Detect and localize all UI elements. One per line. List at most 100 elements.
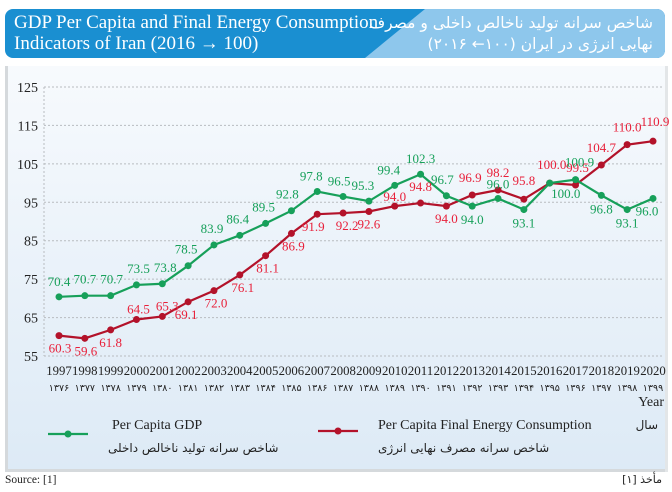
gdp-point — [468, 202, 476, 210]
x-tick-label-fa: ۱۳۹۸ — [617, 383, 637, 394]
energy-point — [313, 210, 321, 218]
x-tick-label: 2005 — [253, 364, 279, 378]
x-tick-label: 1997 — [46, 364, 72, 378]
gdp-point — [81, 292, 89, 300]
energy-data-label: 104.7 — [587, 140, 617, 155]
gdp-line — [58, 172, 654, 298]
gdp-data-label: 100.9 — [565, 155, 594, 170]
x-tick-label-fa: ۱۳۹۷ — [591, 383, 611, 394]
legend-gdp-marker — [64, 430, 72, 438]
energy-data-label: 61.8 — [99, 335, 122, 350]
energy-data-label: 94.8 — [409, 179, 432, 194]
gdp-data-label: 96.0 — [636, 203, 659, 218]
energy-data-label: 110.0 — [613, 120, 642, 135]
x-tick-label-fa: ۱۳۹۳ — [488, 383, 508, 394]
energy-data-label: 94.0 — [383, 189, 406, 204]
x-tick-label-fa: ۱۳۸۳ — [230, 383, 250, 394]
gdp-data-label: 70.7 — [100, 272, 123, 287]
x-tick-label: 2012 — [434, 364, 460, 378]
gdp-point — [546, 179, 554, 187]
gdp-data-label: 73.5 — [127, 261, 150, 276]
x-tick-label: 2001 — [150, 364, 176, 378]
energy-point — [107, 326, 115, 334]
gdp-point — [132, 281, 140, 289]
energy-data-label: 91.9 — [302, 219, 325, 234]
energy-point — [158, 312, 166, 320]
energy-data-label: 96.9 — [459, 170, 482, 185]
gdp-data-label: 93.1 — [616, 216, 639, 231]
energy-data-label: 94.0 — [435, 211, 458, 226]
x-tick-label-fa: ۱۳۸۴ — [255, 383, 275, 394]
legend-energy-label-en: Per Capita Final Energy Consumption — [378, 418, 592, 433]
x-tick-label: 2018 — [589, 364, 615, 378]
x-tick-label: 2015 — [511, 364, 537, 378]
x-tick-label: 1999 — [98, 364, 124, 378]
x-tick-label-fa: ۱۳۹۴ — [514, 383, 534, 394]
gdp-data-label: 96.8 — [590, 201, 613, 216]
source-note-en: Source: [1] — [5, 474, 57, 486]
x-tick-label: 2002 — [175, 364, 201, 378]
x-tick-label-fa: ۱۳۸۰ — [152, 383, 172, 394]
legend-markers — [48, 427, 358, 438]
energy-point — [572, 181, 580, 189]
gdp-point — [494, 194, 502, 202]
x-axis-label-en: Year — [638, 395, 664, 410]
energy-data-label: 99.5 — [566, 160, 589, 175]
energy-point — [623, 141, 631, 149]
energy-point — [262, 252, 270, 260]
x-tick-label-fa: ۱۳۹۶ — [565, 383, 585, 394]
x-tick-label-fa: ۱۳۸۷ — [333, 383, 353, 394]
legend-energy-marker — [334, 427, 342, 435]
x-tick-label-fa: ۱۳۹۲ — [462, 383, 482, 394]
gdp-data-label: 95.3 — [352, 178, 375, 193]
title-banner: GDP Per Capita and Final Energy Consumpt… — [5, 9, 665, 58]
x-tick-label: 2008 — [330, 364, 356, 378]
chart-title-persian: شاخص سرانه تولید ناخالص داخلی و مصرف نها… — [369, 14, 653, 53]
energy-data-label: 69.1 — [175, 307, 198, 322]
x-tick-label-fa: ۱۳۸۶ — [307, 383, 327, 394]
energy-data-label: 59.6 — [74, 343, 97, 358]
gdp-data-label: 96.0 — [487, 176, 510, 191]
energy-point — [417, 199, 425, 207]
gridlines — [43, 86, 662, 357]
x-tick-label-fa: ۱۳۹۰ — [410, 383, 430, 394]
energy-point — [339, 209, 347, 217]
x-tick-label: 2007 — [305, 364, 331, 378]
gdp-data-label: 96.5 — [328, 174, 351, 189]
x-tick-label: 2004 — [227, 364, 253, 378]
gdp-data-label: 92.8 — [276, 187, 299, 202]
energy-data-label: 81.1 — [256, 261, 279, 276]
energy-point — [81, 334, 89, 342]
energy-point — [365, 208, 373, 216]
y-tick-label: 125 — [17, 81, 38, 96]
energy-data-label: 92.6 — [358, 217, 381, 232]
y-tick-label: 95 — [24, 196, 38, 211]
gdp-point — [55, 293, 63, 301]
x-tick-label: 2000 — [124, 364, 150, 378]
gdp-point — [623, 206, 631, 214]
y-tick-label: 75 — [24, 273, 38, 288]
y-tick-label: 65 — [24, 312, 38, 327]
x-tick-label: 2011 — [408, 364, 434, 378]
gdp-point — [649, 194, 657, 202]
energy-point — [597, 161, 605, 169]
data-labels: 60.3 59.661.8 64.5 65.369.1 72.076.181.186.9… — [48, 114, 670, 358]
energy-data-label: 95.8 — [512, 173, 535, 188]
energy-point — [236, 271, 244, 279]
x-tick-label: 2003 — [201, 364, 227, 378]
gdp-point — [236, 231, 244, 239]
y-tick-label: 115 — [18, 119, 38, 134]
gdp-point — [339, 193, 347, 201]
gdp-point — [262, 219, 270, 227]
gdp-data-label: 89.5 — [252, 199, 275, 214]
x-tick-label: 2019 — [614, 364, 640, 378]
gdp-point — [158, 280, 166, 288]
energy-point — [132, 315, 140, 323]
gdp-data-label: 83.9 — [201, 221, 224, 236]
x-tick-label: 1998 — [72, 364, 98, 378]
y-axis-ticks: 55 65 75 85 95 105 115 125 — [17, 81, 38, 365]
energy-point — [287, 229, 295, 237]
gdp-data-label: 70.7 — [73, 272, 96, 287]
energy-point — [520, 195, 528, 203]
